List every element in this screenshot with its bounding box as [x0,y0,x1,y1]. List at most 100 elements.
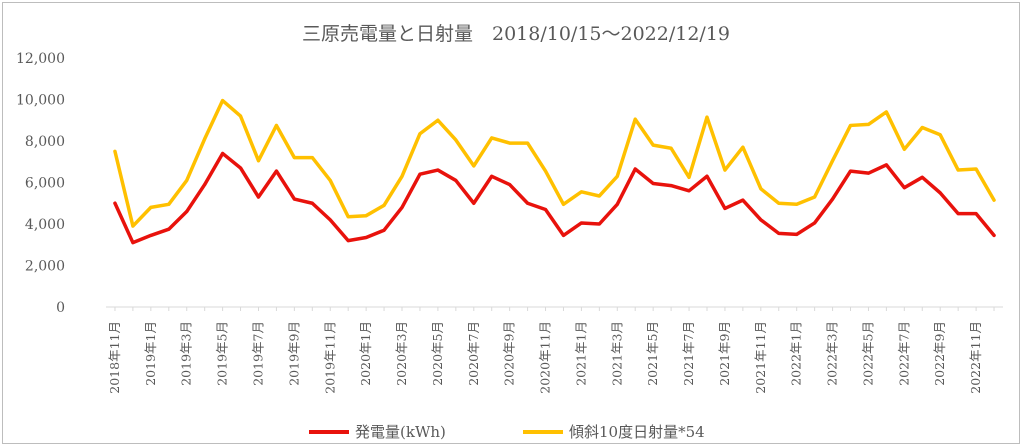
y-tick-label: 0 [56,300,65,316]
x-tick-label: 2019年1月 [143,321,158,386]
data-point [167,227,171,231]
data-point [149,205,153,209]
data-point [866,171,870,175]
data-point [597,222,601,226]
data-point [292,156,296,160]
data-point [364,214,368,218]
data-point [974,167,978,171]
x-tick-label: 2021年11月 [753,321,768,394]
data-point [400,174,404,178]
data-point [813,195,817,199]
x-tick-label: 2019年9月 [286,321,301,386]
data-point [203,137,207,141]
data-point [938,133,942,137]
data-point [884,110,888,114]
data-point [292,197,296,201]
data-point [669,184,673,188]
data-point [526,201,530,205]
data-point [723,206,727,210]
x-tick-label: 2019年5月 [215,321,230,386]
data-point [310,156,314,160]
data-point [813,221,817,225]
data-point [687,175,691,179]
data-point [256,195,260,199]
data-point [831,197,835,201]
data-point [687,189,691,193]
data-point [956,212,960,216]
legend-label: 傾斜10度日射量*54 [569,423,705,441]
x-tick-label: 2021年7月 [681,321,696,386]
x-tick-label: 2020年9月 [502,321,517,386]
data-point [561,202,565,206]
data-point [508,183,512,187]
chart-title: 三原売電量と日射量 2018/10/15～2022/12/19 [302,23,730,45]
data-point [221,99,225,103]
data-point [633,117,637,121]
data-point [113,201,117,205]
data-point [777,201,781,205]
data-point [866,122,870,126]
data-point [938,191,942,195]
y-tick-label: 8,000 [25,134,65,150]
x-tick-label: 2022年7月 [896,321,911,386]
data-point [436,118,440,122]
data-point [203,183,207,187]
x-tick-label: 2022年9月 [932,321,947,386]
data-point [239,166,243,170]
data-point [992,233,996,237]
data-point [346,239,350,243]
y-tick-label: 12,000 [16,51,65,67]
x-tick-label: 2018年11月 [107,321,122,394]
data-point [795,232,799,236]
data-point [651,143,655,147]
data-point [615,174,619,178]
data-point [310,201,314,205]
data-point [113,149,117,153]
data-point [884,163,888,167]
data-point [149,233,153,237]
data-point [597,194,601,198]
data-point [705,174,709,178]
legend: 発電量(kWh) 傾斜10度日射量*54 [309,423,705,441]
data-point [669,146,673,150]
data-point [759,218,763,222]
data-point [974,212,978,216]
series-line-2 [113,98,996,228]
legend-label: 発電量(kWh) [355,423,446,441]
data-point [741,198,745,202]
y-tick-label: 4,000 [25,217,65,233]
data-point [561,233,565,237]
y-tick-label: 10,000 [16,93,65,109]
x-axis: 2018年11月 2019年1月 2019年3月 2019年5月 2019年7月 2019… [106,306,1003,394]
x-tick-label: 2019年3月 [179,321,194,386]
y-tick-label: 6,000 [25,176,65,192]
data-point [221,151,225,155]
data-point [849,123,853,127]
data-point [705,115,709,119]
data-point [454,138,458,142]
data-point [346,215,350,219]
x-tick-label: 2021年5月 [645,321,660,386]
data-point [741,145,745,149]
data-point [418,132,422,136]
data-point [902,147,906,151]
x-tick-label: 2020年11月 [538,321,553,394]
data-point [723,168,727,172]
data-point [490,136,494,140]
x-tick-label: 2020年7月 [466,321,481,386]
data-point [526,141,530,145]
data-point [579,221,583,225]
data-point [454,178,458,182]
x-tick-label: 2020年5月 [430,321,445,386]
x-tick-label: 2021年1月 [573,321,588,386]
series-line-1 [113,151,996,245]
data-point [364,235,368,239]
data-point [328,218,332,222]
data-point [382,228,386,232]
data-point [472,201,476,205]
data-point [508,141,512,145]
data-point [633,167,637,171]
data-point [256,159,260,163]
x-tick-label: 2022年5月 [860,321,875,386]
series-group [113,98,996,245]
